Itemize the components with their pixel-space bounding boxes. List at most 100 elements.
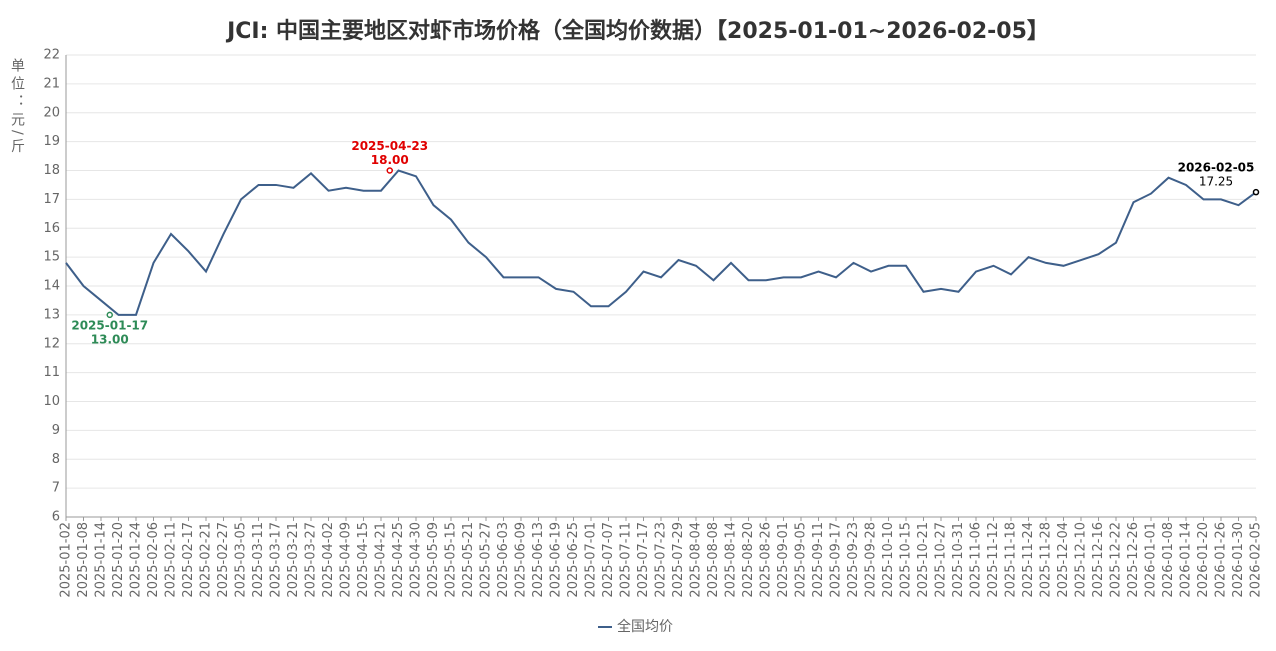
x-tick-label: 2025-09-17 bbox=[829, 522, 844, 598]
y-tick-label: 14 bbox=[43, 279, 60, 294]
x-tick-label: 2025-06-19 bbox=[549, 522, 564, 598]
x-tick-label: 2025-09-01 bbox=[776, 522, 791, 598]
y-tick-label: 6 bbox=[52, 510, 60, 525]
x-tick-label: 2025-09-23 bbox=[846, 522, 861, 598]
x-tick-label: 2025-05-27 bbox=[479, 522, 494, 598]
x-tick-label: 2025-01-14 bbox=[94, 522, 109, 598]
x-tick-label: 2025-07-17 bbox=[636, 522, 651, 598]
y-tick-label: 9 bbox=[52, 423, 60, 438]
y-tick-label: 18 bbox=[43, 163, 60, 178]
x-tick-label: 2026-01-20 bbox=[1196, 522, 1211, 598]
line-series bbox=[65, 169, 1257, 316]
x-tick-label: 2025-03-17 bbox=[269, 522, 284, 598]
x-tick-label: 2025-03-27 bbox=[304, 522, 319, 598]
x-tick-label: 2025-07-11 bbox=[619, 522, 634, 598]
x-tick-label: 2025-11-06 bbox=[969, 522, 984, 598]
annotation-value: 17.25 bbox=[1199, 175, 1233, 189]
x-tick-label: 2025-02-06 bbox=[146, 522, 161, 598]
x-tick-label: 2025-08-04 bbox=[689, 522, 704, 598]
x-tick-label: 2025-06-09 bbox=[514, 522, 529, 598]
x-tick-label: 2025-03-21 bbox=[286, 522, 301, 598]
x-tick-label: 2025-01-02 bbox=[59, 522, 74, 598]
x-tick-label: 2025-05-21 bbox=[461, 522, 476, 598]
x-tick-label: 2025-12-22 bbox=[1109, 522, 1124, 598]
x-tick-label: 2025-04-09 bbox=[339, 522, 354, 598]
x-tick-label: 2025-12-04 bbox=[1056, 522, 1071, 598]
y-tick-label: 10 bbox=[43, 394, 60, 409]
y-tick-label: 8 bbox=[52, 452, 60, 467]
annotation-date: 2026-02-05 bbox=[1178, 161, 1255, 175]
annotation-point bbox=[1252, 188, 1260, 196]
annotation-point bbox=[106, 311, 113, 319]
x-tick-label: 2025-11-18 bbox=[1004, 522, 1019, 598]
y-tick-label: 13 bbox=[43, 307, 60, 322]
x-tick-label: 2026-02-05 bbox=[1249, 522, 1264, 598]
x-tick-label: 2025-05-09 bbox=[426, 522, 441, 598]
x-tick-label: 2025-04-21 bbox=[374, 522, 389, 598]
x-tick-label: 2025-09-05 bbox=[794, 522, 809, 598]
annotation-value: 13.00 bbox=[91, 332, 129, 346]
x-tick-label: 2025-01-20 bbox=[111, 522, 126, 598]
x-tick-label: 2025-02-21 bbox=[199, 522, 214, 598]
x-tick-label: 2025-06-13 bbox=[531, 522, 546, 598]
y-tick-label: 20 bbox=[43, 105, 60, 120]
x-tick-label: 2025-12-10 bbox=[1074, 522, 1089, 598]
y-axis-label: 单位：元/斤 bbox=[9, 58, 25, 157]
x-tick-label: 2025-09-28 bbox=[864, 522, 879, 598]
x-tick-label: 2026-01-01 bbox=[1144, 522, 1159, 598]
x-tick-label: 2025-07-01 bbox=[584, 522, 599, 598]
legend-label: 全国均价 bbox=[617, 618, 673, 635]
y-tick-label: 16 bbox=[43, 221, 60, 236]
x-tick-label: 2025-04-02 bbox=[321, 522, 336, 598]
y-tick-label: 15 bbox=[43, 250, 60, 265]
x-tick-label: 2026-01-26 bbox=[1214, 522, 1229, 598]
annotation-date: 2025-01-17 bbox=[71, 318, 148, 332]
x-tick-label: 2025-04-30 bbox=[409, 522, 424, 598]
x-tick-label: 2025-02-11 bbox=[164, 522, 179, 598]
x-tick-label: 2025-02-17 bbox=[181, 522, 196, 598]
y-tick-label: 7 bbox=[52, 481, 60, 496]
x-tick-label: 2025-07-23 bbox=[654, 522, 669, 598]
x-tick-label: 2025-10-10 bbox=[881, 522, 896, 598]
x-tick-label: 2025-10-21 bbox=[916, 522, 931, 598]
x-tick-label: 2025-01-24 bbox=[129, 522, 144, 598]
x-tick-label: 2025-06-25 bbox=[566, 522, 581, 598]
y-tick-label: 17 bbox=[43, 192, 60, 207]
x-tick-label: 2025-04-15 bbox=[356, 522, 371, 598]
x-tick-label: 2025-07-29 bbox=[671, 522, 686, 598]
y-tick-label: 12 bbox=[43, 336, 60, 351]
x-tick-label: 2025-03-11 bbox=[251, 522, 266, 598]
x-tick-label: 2025-04-25 bbox=[391, 522, 406, 598]
x-tick-label: 2025-06-03 bbox=[496, 522, 511, 598]
x-tick-label: 2026-01-08 bbox=[1161, 522, 1176, 598]
x-tick-label: 2025-08-20 bbox=[741, 522, 756, 598]
y-tick-label: 22 bbox=[43, 48, 60, 63]
x-tick-label: 2026-01-30 bbox=[1231, 522, 1246, 598]
annotation-value: 18.00 bbox=[371, 153, 409, 167]
x-tick-label: 2025-05-15 bbox=[444, 522, 459, 598]
x-tick-label: 2025-08-14 bbox=[724, 522, 739, 598]
x-tick-label: 2025-01-08 bbox=[76, 522, 91, 598]
y-tick-label: 19 bbox=[43, 134, 60, 149]
annotation-point bbox=[386, 167, 393, 174]
x-tick-label: 2025-02-27 bbox=[216, 522, 231, 598]
x-tick-label: 2025-08-08 bbox=[706, 522, 721, 598]
chart-title: JCI: 中国主要地区对虾市场价格（全国均价数据）【2025-01-01~202… bbox=[225, 18, 1049, 44]
x-tick-label: 2025-08-26 bbox=[759, 522, 774, 598]
x-tick-label: 2025-03-05 bbox=[234, 522, 249, 598]
x-tick-label: 2025-10-31 bbox=[951, 522, 966, 598]
y-tick-label: 21 bbox=[43, 76, 60, 91]
y-tick-label: 11 bbox=[43, 365, 60, 380]
x-tick-label: 2025-07-07 bbox=[601, 522, 616, 598]
x-tick-label: 2025-09-11 bbox=[811, 522, 826, 598]
x-tick-label: 2025-10-27 bbox=[934, 522, 949, 598]
x-tick-label: 2025-10-15 bbox=[899, 522, 914, 598]
x-tick-label: 2025-12-26 bbox=[1126, 522, 1141, 598]
x-tick-label: 2025-11-12 bbox=[986, 522, 1001, 598]
x-tick-label: 2025-11-24 bbox=[1021, 522, 1036, 598]
x-tick-label: 2025-12-16 bbox=[1091, 522, 1106, 598]
annotation-date: 2025-04-23 bbox=[351, 139, 428, 153]
x-tick-label: 2026-01-14 bbox=[1179, 522, 1194, 598]
